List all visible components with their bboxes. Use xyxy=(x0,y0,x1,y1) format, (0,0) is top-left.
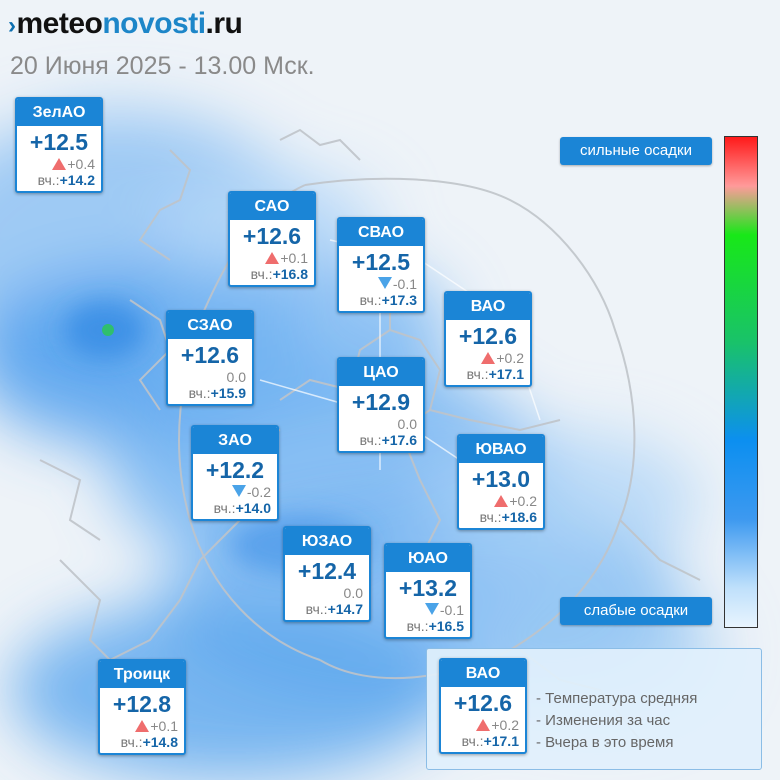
legend-line-change: Изменения за час xyxy=(536,710,697,732)
date-time-subtitle: 20 Июня 2025 - 13.00 Мск. xyxy=(10,52,315,80)
district-change: +0.2 xyxy=(446,350,530,366)
district-card-vao: ВАО +12.6 +0.2 вч.:+17.1 xyxy=(444,291,532,387)
district-card-zelao: ЗелАО +12.5 +0.4 вч.:+14.2 xyxy=(15,97,103,193)
district-name: ВАО xyxy=(446,293,530,320)
district-change: +0.1 xyxy=(100,718,184,734)
precipitation-color-scale xyxy=(724,136,758,628)
district-name: ЦАО xyxy=(339,359,423,386)
district-temp: +12.6 xyxy=(180,342,240,368)
district-name: ЮЗАО xyxy=(285,528,369,555)
district-card-sao: САО +12.6 +0.1 вч.:+16.8 xyxy=(228,191,316,287)
district-temp: +12.5 xyxy=(351,249,411,275)
district-change: -0.1 xyxy=(339,276,423,292)
district-temp: +12.4 xyxy=(297,558,357,584)
heavy-precipitation-label: сильные осадки xyxy=(560,137,712,165)
district-change: +0.2 xyxy=(459,493,543,509)
arrow-down-icon xyxy=(377,277,392,289)
district-yesterday: вч.:+14.8 xyxy=(120,734,178,750)
logo-prefix: meteo xyxy=(16,7,103,40)
district-yesterday: вч.:+15.9 xyxy=(188,385,246,401)
district-temp: +13.2 xyxy=(398,575,458,601)
district-temp: +12.5 xyxy=(29,129,89,155)
district-card-szao: СЗАО +12.6 0.0 вч.:+15.9 xyxy=(166,310,254,406)
district-name: ЮАО xyxy=(386,545,470,572)
district-temp: +13.0 xyxy=(471,466,531,492)
district-name: ВАО xyxy=(441,660,525,687)
arrow-up-icon xyxy=(265,252,280,264)
logo-middle: novosti xyxy=(102,7,206,40)
arrow-up-icon xyxy=(476,719,491,731)
district-card-cao: ЦАО +12.9 0.0 вч.:+17.6 xyxy=(337,357,425,453)
arrow-up-icon xyxy=(135,720,150,732)
district-yesterday: вч.:+14.0 xyxy=(213,500,271,516)
district-yesterday: вч.:+17.3 xyxy=(359,292,417,308)
district-yesterday: вч.:+18.6 xyxy=(479,509,537,525)
district-yesterday: вч.:+17.6 xyxy=(359,432,417,448)
district-change: 0.0 xyxy=(397,416,417,432)
district-name: СВАО xyxy=(339,219,423,246)
legend-descriptions: Температура средняя Изменения за час Вче… xyxy=(536,688,697,754)
district-change: +0.2 xyxy=(441,717,525,733)
district-temp: +12.6 xyxy=(453,690,513,716)
district-name: Троицк xyxy=(100,661,184,688)
arrow-up-icon xyxy=(494,495,509,507)
district-change: +0.4 xyxy=(17,156,101,172)
district-card-yuao: ЮАО +13.2 -0.1 вч.:+16.5 xyxy=(384,543,472,639)
district-name: СЗАО xyxy=(168,312,252,339)
district-change: -0.2 xyxy=(193,484,277,500)
district-yesterday: вч.:+14.7 xyxy=(305,601,363,617)
district-temp: +12.8 xyxy=(112,691,172,717)
logo-suffix: .ru xyxy=(205,7,243,40)
legend-line-temperature: Температура средняя xyxy=(536,688,697,710)
district-temp: +12.9 xyxy=(351,389,411,415)
arrow-up-icon xyxy=(481,352,496,364)
arrow-up-icon xyxy=(52,158,67,170)
district-name: САО xyxy=(230,193,314,220)
district-yesterday: вч.:+16.8 xyxy=(250,266,308,282)
district-card-troitsk: Троицк +12.8 +0.1 вч.:+14.8 xyxy=(98,659,186,755)
district-card-svao: СВАО +12.5 -0.1 вч.:+17.3 xyxy=(337,217,425,313)
district-change: +0.1 xyxy=(230,250,314,266)
district-yesterday: вч.:+14.2 xyxy=(37,172,95,188)
site-logo[interactable]: ›meteonovosti.ru xyxy=(8,6,243,44)
district-yesterday: вч.:+16.5 xyxy=(406,618,464,634)
district-temp: +12.6 xyxy=(242,223,302,249)
arrow-down-icon xyxy=(231,485,246,497)
district-temp: +12.2 xyxy=(205,457,265,483)
legend-line-yesterday: Вчера в это время xyxy=(536,732,697,754)
district-card-yuzao: ЮЗАО +12.4 0.0 вч.:+14.7 xyxy=(283,526,371,622)
district-card-zao: ЗАО +12.2 -0.2 вч.:+14.0 xyxy=(191,425,279,521)
district-name: ЗАО xyxy=(193,427,277,454)
district-change: -0.1 xyxy=(386,602,470,618)
district-temp: +12.6 xyxy=(458,323,518,349)
district-name: ЮВАО xyxy=(459,436,543,463)
arrow-down-icon xyxy=(424,603,439,615)
district-yesterday: вч.:+17.1 xyxy=(461,733,519,749)
legend-example-card: ВАО +12.6 +0.2 вч.:+17.1 xyxy=(439,658,527,754)
district-name: ЗелАО xyxy=(17,99,101,126)
light-precipitation-label: слабые осадки xyxy=(560,597,712,625)
district-change: 0.0 xyxy=(343,585,363,601)
logo-chevron-icon: › xyxy=(8,12,16,39)
district-change: 0.0 xyxy=(226,369,246,385)
district-yesterday: вч.:+17.1 xyxy=(466,366,524,382)
district-card-yuvao: ЮВАО +13.0 +0.2 вч.:+18.6 xyxy=(457,434,545,530)
